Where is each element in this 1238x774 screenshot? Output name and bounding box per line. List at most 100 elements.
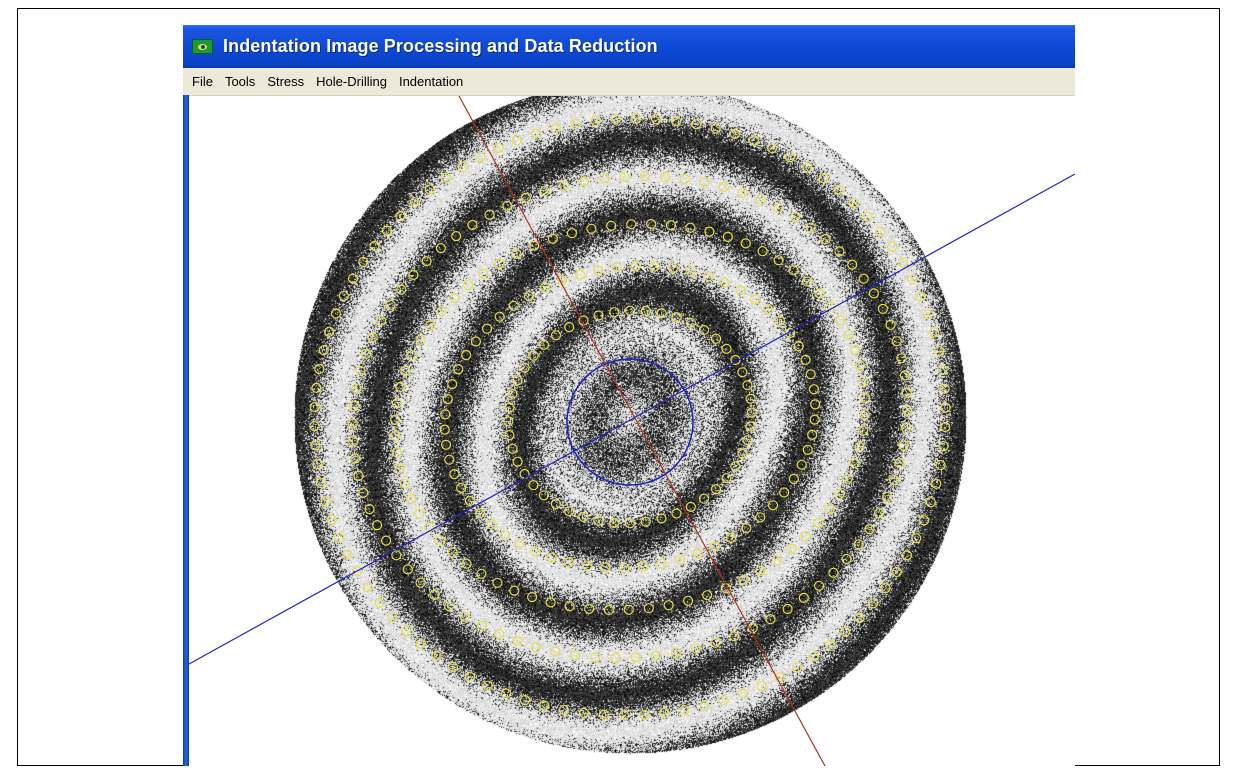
ring-marker[interactable] [853, 539, 864, 550]
ring-marker[interactable] [824, 503, 835, 514]
ring-marker[interactable] [374, 597, 385, 608]
ring-marker[interactable] [391, 447, 402, 458]
ring-marker[interactable] [512, 135, 523, 146]
ring-marker[interactable] [771, 555, 782, 566]
ring-marker[interactable] [692, 548, 703, 559]
ring-marker[interactable] [362, 582, 373, 593]
ring-marker[interactable] [854, 612, 865, 624]
ring-marker[interactable] [529, 240, 540, 251]
ring-marker[interactable] [508, 300, 519, 311]
ring-marker[interactable] [630, 113, 641, 124]
ring-marker[interactable] [444, 454, 455, 465]
ring-marker[interactable] [342, 549, 353, 560]
ring-marker[interactable] [698, 324, 710, 336]
ring-marker[interactable] [630, 261, 641, 272]
ring-marker[interactable] [476, 568, 487, 579]
ring-marker[interactable] [600, 562, 611, 573]
ring-marker[interactable] [609, 517, 620, 529]
ring-marker[interactable] [457, 161, 468, 172]
ring-marker[interactable] [435, 535, 446, 546]
ring-marker[interactable] [459, 611, 471, 622]
ring-marker[interactable] [531, 641, 542, 653]
ring-marker[interactable] [741, 523, 752, 534]
ring-marker[interactable] [788, 265, 799, 276]
ring-marker[interactable] [862, 211, 873, 222]
ring-marker[interactable] [431, 650, 442, 662]
ring-marker[interactable] [757, 246, 768, 257]
ring-marker[interactable] [880, 583, 891, 594]
ring-marker[interactable] [503, 416, 514, 427]
ring-marker[interactable] [320, 496, 331, 507]
ring-marker[interactable] [507, 443, 518, 454]
center-reference-circle[interactable] [566, 358, 694, 486]
ring-marker[interactable] [564, 557, 575, 568]
ring-marker[interactable] [531, 128, 542, 139]
ring-marker[interactable] [793, 341, 804, 352]
ring-marker[interactable] [703, 271, 714, 282]
ring-marker[interactable] [611, 262, 622, 273]
ring-marker[interactable] [351, 383, 362, 394]
ring-marker[interactable] [504, 430, 515, 441]
ring-marker[interactable] [463, 280, 474, 291]
menu-stress[interactable]: Stress [267, 74, 305, 89]
ring-marker[interactable] [785, 327, 796, 339]
ring-marker[interactable] [789, 212, 801, 223]
ring-marker[interactable] [935, 459, 946, 471]
ring-marker[interactable] [742, 380, 753, 391]
ring-marker[interactable] [523, 291, 534, 302]
ring-marker[interactable] [391, 550, 402, 561]
ring-marker[interactable] [888, 475, 900, 486]
ring-marker[interactable] [395, 381, 406, 393]
ring-marker[interactable] [875, 226, 886, 237]
ring-marker[interactable] [401, 625, 412, 637]
ring-marker[interactable] [873, 508, 885, 519]
ring-marker[interactable] [788, 473, 799, 484]
ring-marker[interactable] [671, 508, 682, 519]
ring-marker[interactable] [894, 457, 905, 469]
ring-marker[interactable] [699, 700, 710, 711]
ring-marker[interactable] [538, 490, 549, 501]
ring-marker[interactable] [493, 142, 504, 154]
ring-marker[interactable] [494, 629, 505, 640]
ring-marker[interactable] [453, 364, 464, 375]
ring-marker[interactable] [610, 652, 621, 664]
ring-marker[interactable] [646, 218, 657, 230]
ring-marker[interactable] [394, 463, 405, 474]
ring-marker[interactable] [435, 243, 446, 254]
ring-marker[interactable] [858, 273, 869, 284]
ring-marker[interactable] [550, 498, 561, 510]
ring-marker[interactable] [626, 219, 637, 230]
ring-marker[interactable] [461, 558, 472, 569]
ring-marker[interactable] [456, 482, 467, 493]
ring-marker[interactable] [656, 558, 667, 569]
ring-marker[interactable] [725, 532, 737, 543]
ring-marker[interactable] [784, 152, 796, 163]
ring-marker[interactable] [447, 379, 458, 390]
ring-marker[interactable] [765, 614, 776, 625]
menu-tools[interactable]: Tools [224, 74, 256, 89]
ring-marker[interactable] [938, 441, 949, 452]
ring-marker[interactable] [901, 550, 913, 561]
ring-marker[interactable] [849, 458, 860, 469]
ring-marker[interactable] [802, 276, 813, 287]
ring-marker[interactable] [704, 226, 715, 237]
ring-marker[interactable] [550, 123, 561, 134]
ring-marker[interactable] [900, 422, 912, 434]
ring-marker[interactable] [899, 370, 911, 381]
ring-marker[interactable] [755, 565, 766, 576]
ring-marker[interactable] [415, 334, 426, 345]
ring-marker[interactable] [835, 315, 846, 326]
ring-marker[interactable] [843, 329, 854, 341]
ring-marker[interactable] [570, 118, 581, 130]
ring-marker[interactable] [467, 219, 478, 231]
ring-marker[interactable] [391, 398, 402, 409]
ring-marker[interactable] [710, 123, 721, 134]
ring-marker[interactable] [691, 119, 702, 130]
ring-marker[interactable] [590, 115, 601, 127]
ring-marker[interactable] [940, 421, 951, 433]
ring-marker[interactable] [461, 350, 472, 361]
ring-marker[interactable] [492, 577, 503, 588]
ring-marker[interactable] [683, 595, 694, 606]
ring-marker[interactable] [449, 469, 460, 480]
ring-marker[interactable] [578, 511, 589, 522]
